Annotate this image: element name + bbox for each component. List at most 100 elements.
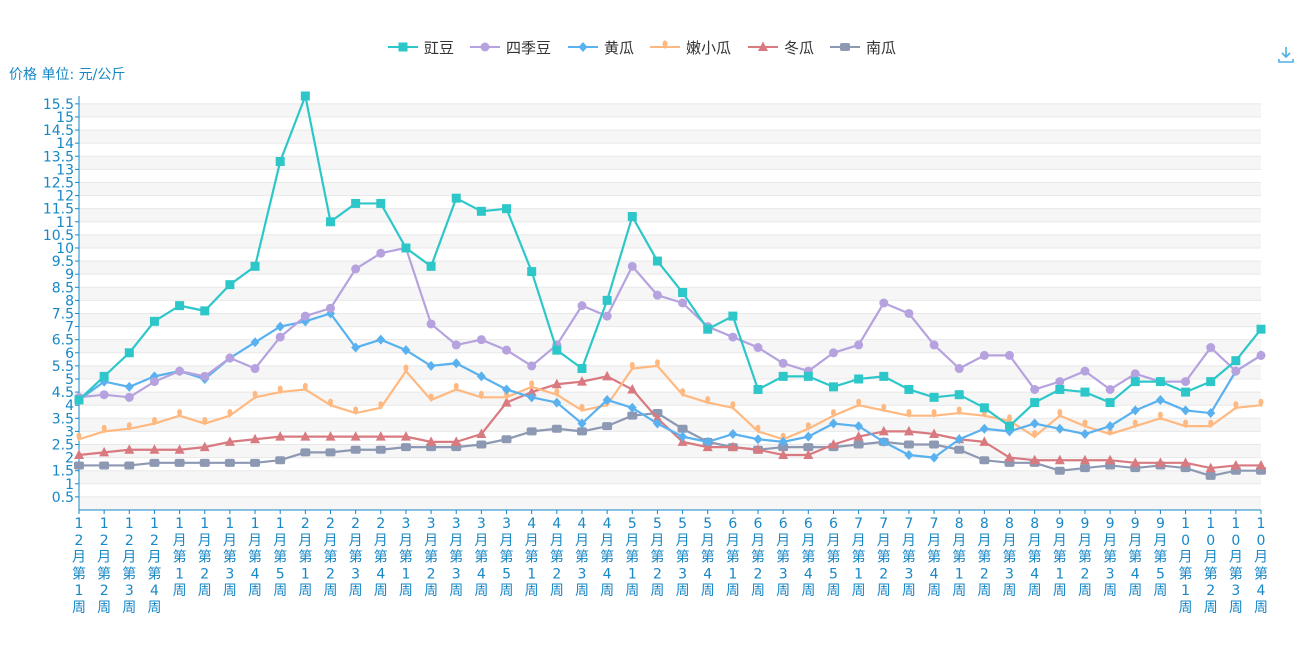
data-point[interactable] — [828, 348, 838, 358]
data-point[interactable] — [979, 456, 990, 465]
data-point[interactable] — [931, 409, 937, 418]
data-point[interactable] — [551, 424, 562, 433]
data-point[interactable] — [904, 449, 914, 460]
data-point[interactable] — [526, 386, 537, 397]
legend-item[interactable]: 豇豆 — [388, 39, 454, 57]
data-point[interactable] — [778, 358, 788, 368]
data-point[interactable] — [1130, 377, 1140, 387]
data-point[interactable] — [1183, 419, 1188, 429]
data-point[interactable] — [803, 443, 814, 452]
data-point[interactable] — [778, 436, 788, 447]
data-point[interactable] — [99, 371, 109, 381]
data-point[interactable] — [174, 458, 185, 467]
data-point[interactable] — [351, 342, 361, 353]
data-point[interactable] — [954, 364, 964, 374]
data-point[interactable] — [1055, 384, 1065, 394]
data-point[interactable] — [979, 350, 989, 360]
data-point[interactable] — [149, 444, 160, 454]
data-point[interactable] — [929, 452, 939, 463]
data-point[interactable] — [124, 381, 134, 392]
data-point[interactable] — [602, 311, 612, 321]
data-point[interactable] — [149, 458, 160, 467]
data-point[interactable] — [627, 411, 638, 420]
data-point[interactable] — [755, 424, 761, 434]
data-point[interactable] — [400, 443, 411, 452]
data-point[interactable] — [904, 308, 914, 318]
data-point[interactable] — [856, 398, 862, 408]
data-point[interactable] — [453, 382, 459, 392]
data-point[interactable] — [831, 409, 836, 418]
data-point[interactable] — [502, 204, 512, 214]
data-point[interactable] — [325, 448, 336, 457]
data-point[interactable] — [627, 212, 637, 222]
data-point[interactable] — [426, 360, 436, 371]
data-point[interactable] — [302, 382, 308, 392]
data-point[interactable] — [1205, 462, 1216, 473]
data-point[interactable] — [275, 157, 285, 167]
data-point[interactable] — [227, 409, 233, 418]
data-point[interactable] — [476, 440, 487, 449]
data-point[interactable] — [527, 361, 537, 371]
data-point[interactable] — [476, 371, 486, 382]
data-point[interactable] — [476, 206, 486, 216]
data-point[interactable] — [199, 458, 210, 467]
data-point[interactable] — [828, 382, 838, 392]
data-point[interactable] — [854, 421, 864, 432]
data-point[interactable] — [577, 364, 587, 374]
data-point[interactable] — [74, 395, 84, 405]
data-point[interactable] — [275, 321, 285, 332]
data-point[interactable] — [300, 448, 311, 457]
data-point[interactable] — [803, 371, 813, 381]
data-point[interactable] — [1080, 429, 1090, 440]
data-point[interactable] — [1256, 350, 1266, 360]
data-point[interactable] — [426, 436, 437, 446]
data-point[interactable] — [602, 422, 613, 431]
data-point[interactable] — [753, 343, 763, 353]
data-point[interactable] — [678, 431, 688, 442]
data-point[interactable] — [678, 298, 688, 308]
data-point[interactable] — [376, 248, 386, 258]
data-point[interactable] — [225, 353, 235, 363]
data-point[interactable] — [929, 392, 939, 402]
data-point[interactable] — [200, 306, 210, 316]
data-point[interactable] — [351, 198, 361, 208]
data-point[interactable] — [1030, 384, 1040, 394]
data-point[interactable] — [1079, 454, 1090, 465]
data-point[interactable] — [854, 374, 864, 384]
data-point[interactable] — [1005, 350, 1015, 360]
data-point[interactable] — [76, 432, 82, 442]
data-point[interactable] — [501, 397, 512, 407]
data-point[interactable] — [1132, 419, 1138, 429]
data-point[interactable] — [1029, 454, 1040, 465]
data-point[interactable] — [1080, 387, 1090, 397]
data-point[interactable] — [929, 340, 939, 350]
data-point[interactable] — [778, 443, 789, 452]
data-point[interactable] — [929, 428, 940, 439]
data-point[interactable] — [728, 429, 738, 440]
data-point[interactable] — [451, 436, 462, 446]
data-point[interactable] — [602, 295, 612, 305]
data-point[interactable] — [300, 431, 311, 441]
data-point[interactable] — [376, 334, 386, 345]
data-point[interactable] — [979, 403, 989, 413]
data-point[interactable] — [101, 424, 107, 434]
data-point[interactable] — [250, 261, 260, 271]
data-point[interactable] — [149, 377, 159, 387]
data-point[interactable] — [1181, 387, 1191, 397]
legend-item[interactable]: 嫩小瓜 — [650, 39, 731, 57]
data-point[interactable] — [654, 359, 660, 368]
data-point[interactable] — [1130, 369, 1140, 379]
data-point[interactable] — [652, 290, 662, 300]
data-point[interactable] — [275, 456, 286, 465]
data-point[interactable] — [526, 427, 537, 436]
data-point[interactable] — [400, 431, 411, 441]
data-point[interactable] — [551, 378, 562, 389]
data-point[interactable] — [174, 444, 185, 454]
data-point[interactable] — [1258, 398, 1264, 408]
data-point[interactable] — [1206, 408, 1216, 419]
data-point[interactable] — [1256, 459, 1266, 470]
data-point[interactable] — [328, 398, 333, 408]
data-point[interactable] — [325, 431, 336, 441]
data-point[interactable] — [1155, 457, 1166, 467]
data-point[interactable] — [501, 435, 512, 444]
